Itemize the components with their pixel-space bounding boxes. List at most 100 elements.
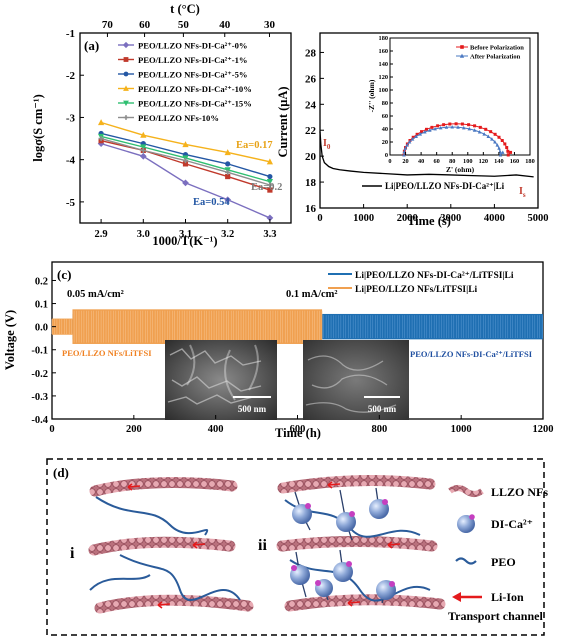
inset-series-0-point — [497, 135, 501, 139]
inset-series-0-point — [484, 127, 488, 131]
panel-a-label: (a) — [84, 38, 99, 53]
panel-c-x-tick-label: 800 — [371, 424, 387, 435]
panel-a-series-5-point — [98, 135, 104, 142]
panel-c-y-tick-label: 0.1 — [35, 300, 48, 311]
panel-a-series-5-point — [225, 169, 231, 175]
sem-image-left: 500 nm — [165, 340, 277, 420]
panel-a-legend-label-5: PEO/LLZO NFs-10% — [138, 113, 219, 123]
inset-series-0-point — [509, 150, 513, 154]
inset-series-0-point — [500, 139, 504, 143]
inset-x-tick-label: 20 — [402, 158, 408, 165]
panel-c-x-axis-label: Time (h) — [275, 426, 321, 440]
is-label: Is — [519, 186, 526, 199]
panel-b-current-line — [319, 131, 534, 178]
panel-c-y-tick-label: -0.3 — [31, 392, 48, 403]
panel-a-series-5-point — [140, 147, 146, 153]
inset-series-0-point — [505, 146, 509, 150]
panel-a-series-3-point — [182, 141, 189, 148]
inset-series-0-point — [415, 132, 419, 136]
inset-series-1-point — [461, 125, 466, 130]
inset-series-1-point — [402, 153, 406, 157]
panel-a-top-axis-label: t (°C) — [170, 2, 200, 16]
panel-c-x-tick-label: 200 — [126, 424, 142, 435]
panel-b-y-tick-label: 18 — [305, 177, 317, 189]
inset-series-1-point — [497, 146, 501, 150]
inset-series-0-point — [425, 127, 429, 131]
panel-c-chart: (c) 500 nm 500 nm 0 200 400 600 800 1000 1200 … — [3, 261, 554, 440]
panel-a-y-tick-label: -1 — [66, 28, 75, 40]
panel-a-x-tick-label: 3.3 — [263, 229, 276, 240]
inset-legend-label-1: After Polarization — [470, 54, 521, 61]
panel-a-y-tick-label: -5 — [66, 197, 76, 209]
panel-a-legend-label-0: PEO/LLZO NFs-DI-Ca²⁺-0% — [138, 41, 248, 51]
inset-series-0-point — [503, 142, 507, 146]
panel-c-x-tick-label: 400 — [208, 424, 224, 435]
panel-a-series-1-point — [182, 161, 189, 167]
ea-label-nf: Ea=0.2 — [251, 182, 282, 193]
inset-legend-marker — [459, 53, 465, 58]
inset-x-tick-label: 160 — [510, 158, 519, 165]
panel-a-series-0-point — [182, 179, 189, 187]
inset-series-1-point — [407, 140, 412, 144]
panel-a-series-2-point — [225, 161, 231, 167]
red-arrow-icon — [452, 592, 482, 602]
panel-a-series-0-point — [266, 214, 274, 222]
panel-c-series-1-band-high — [72, 309, 323, 344]
panel-b-legend-text: Li|PEO/LLZO NFs-DI-Ca²⁺|Li — [385, 181, 505, 191]
panel-a-x-tick-label: 2.9 — [95, 229, 108, 240]
panel-b-y-tick-label: 20 — [305, 151, 317, 163]
panel-c-y-tick-label: -0.1 — [31, 346, 48, 357]
inset-legend-label-0: Before Polarization — [470, 45, 524, 52]
panel-b-y-tick-label: 26 — [305, 73, 317, 85]
panel-c-y-axis-label: Voltage (V) — [3, 310, 17, 370]
inset-series-1-point — [444, 125, 449, 129]
panel-b-y-tick-label: 16 — [305, 203, 317, 215]
panel-b-frame — [319, 32, 539, 209]
inset-y-tick-label: 60 — [382, 113, 388, 120]
legend-llzo-text: LLZO NFs — [491, 485, 548, 499]
inset-series-1-point — [472, 128, 477, 132]
inset-series-1-point — [482, 132, 486, 136]
sem-right-scale: 500 nm — [368, 404, 397, 414]
panel-c-y-tick-label: 0.0 — [35, 323, 48, 334]
scheme-ii-label: ii — [258, 537, 267, 554]
inset-x-tick-label: 100 — [463, 158, 472, 165]
legend-peo-text: PEO — [491, 555, 516, 569]
inset-series-0-point — [420, 130, 424, 134]
panel-a-series-1-point — [267, 187, 273, 193]
panel-c-label: (c) — [57, 267, 71, 282]
inset-x-tick-label: 180 — [525, 158, 534, 165]
inset-series-0-point — [454, 122, 458, 126]
panel-a-top-tick-label: 60 — [139, 19, 151, 31]
panel-a-series-2-point — [267, 173, 273, 180]
i0-label: I0 — [323, 138, 331, 151]
sphere-group — [290, 499, 396, 600]
inset-series-0-point — [467, 123, 471, 127]
panel-a-legend-label-4: PEO/LLZO NFs-DI-Ca²⁺-15% — [138, 99, 252, 109]
inset-series-0-point — [506, 153, 510, 157]
panel-b-x-tick-label: 5000 — [528, 213, 549, 224]
panel-a-series-5-point — [267, 182, 273, 188]
panel-b-y-axis-label: Current (μA) — [276, 86, 290, 157]
inset-series-0-point — [493, 132, 497, 136]
inset-x-tick-label: 80 — [449, 158, 455, 165]
panel-a-legend-marker — [123, 71, 129, 77]
sample-label-ca: PEO/LLZO NFs-DI-Ca²⁺/LiTFSI — [410, 349, 533, 359]
panel-a-legend-marker — [122, 41, 130, 49]
inset-series-0-point — [430, 125, 434, 129]
inset-series-1-point — [438, 125, 443, 130]
inset-y-tick-label: 80 — [382, 100, 388, 107]
sem-image-right: 500 nm — [303, 340, 409, 420]
panel-a-series-3-point — [224, 149, 231, 156]
panel-c-y-tick-label: -0.2 — [31, 369, 48, 380]
panel-a-x-tick-label: 3.2 — [221, 229, 234, 240]
scheme-ii: ii — [258, 475, 446, 612]
rate-label-low: 0.05 mA/cm² — [67, 289, 124, 300]
sample-label-nf: PEO/LLZO NFs/LiTFSI — [62, 348, 152, 358]
inset-series-1-point — [414, 134, 418, 138]
panel-a-series-3-point — [97, 119, 105, 126]
panel-c-x-tick-label: 0 — [49, 424, 54, 435]
sphere-icon — [457, 515, 475, 533]
legend-li-ion-text: Li-Ion — [491, 590, 524, 604]
